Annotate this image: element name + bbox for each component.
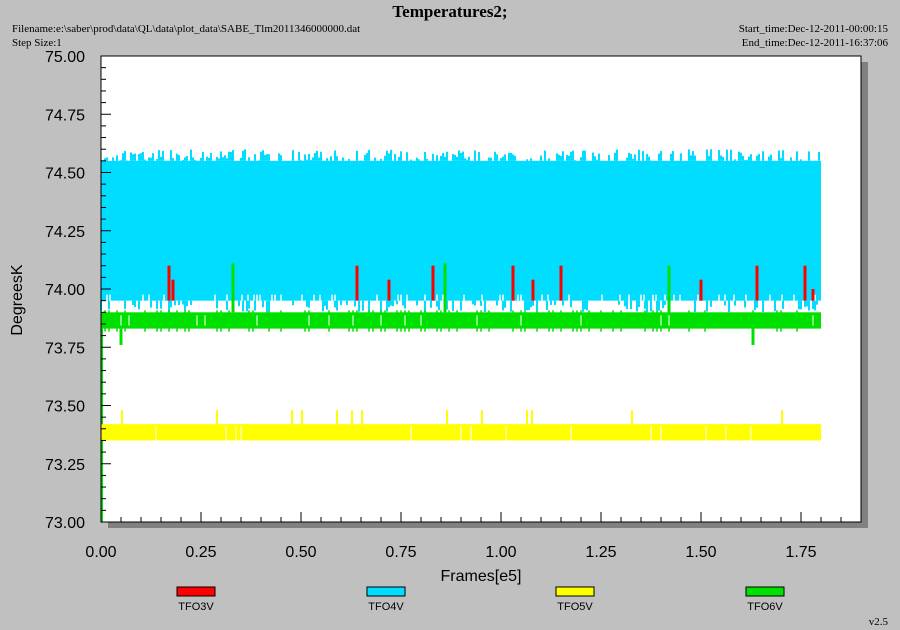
y-tick-label: 74.75 bbox=[45, 107, 85, 124]
tfo6v-spike bbox=[751, 328, 755, 345]
tfo5v-spike bbox=[531, 410, 533, 425]
version-text: v2.5 bbox=[868, 616, 888, 628]
axes-layer: 73.00 73.25 73.50 73.75 74.00 74.25 74.50 74.75… bbox=[45, 49, 862, 561]
x-tick-label: 1.75 bbox=[785, 544, 816, 561]
tfo5v-spike bbox=[781, 410, 783, 425]
tfo6v-spike bbox=[443, 263, 447, 313]
tfo3v-spike bbox=[803, 265, 807, 301]
legend: TFO3V TFO4V TFO5V TFO6V bbox=[176, 586, 785, 613]
legend-label-tfo6v: TFO6V bbox=[747, 601, 783, 613]
y-tick-label: 74.50 bbox=[45, 166, 85, 183]
tfo3v-spike bbox=[387, 279, 391, 301]
series-tfo5v bbox=[101, 410, 821, 441]
tfo3v-spike bbox=[559, 265, 563, 301]
legend-swatch-tfo6v bbox=[745, 586, 785, 597]
legend-label-tfo4v: TFO4V bbox=[368, 601, 404, 613]
tfo6v-spike bbox=[667, 265, 671, 313]
tfo5v-spike bbox=[336, 410, 338, 425]
tfo5v-spike bbox=[446, 410, 448, 425]
y-tick-label: 73.25 bbox=[45, 457, 85, 474]
series-layer bbox=[100, 149, 821, 522]
y-tick-label: 74.00 bbox=[45, 282, 85, 299]
filename-text: Filename:e:\saber\prod\data\QL\data\plot… bbox=[12, 23, 361, 35]
tfo6v-spike bbox=[119, 328, 123, 345]
y-tick-label: 74.25 bbox=[45, 224, 85, 241]
x-tick-label: 0.00 bbox=[85, 544, 116, 561]
y-tick-label: 73.75 bbox=[45, 340, 85, 357]
end-time-text: End_time:Dec-12-2011-16:37:06 bbox=[741, 37, 888, 49]
start-time-text: Start_time:Dec-12-2011-00:00:15 bbox=[738, 23, 888, 35]
series-band-tfo4v bbox=[101, 160, 821, 301]
x-tick-label: 1.00 bbox=[485, 544, 516, 561]
tfo5v-spike bbox=[481, 410, 483, 425]
series-tfo4v bbox=[100, 149, 821, 313]
legend-swatch-tfo5v bbox=[555, 586, 595, 597]
step-size-text: Step Size:1 bbox=[12, 37, 62, 49]
x-tick-label: 1.50 bbox=[685, 544, 716, 561]
series-band-tfo6v bbox=[101, 312, 821, 329]
tfo5v-spike bbox=[301, 410, 303, 425]
tfo3v-spike bbox=[171, 279, 175, 301]
tfo3v-spike bbox=[755, 265, 759, 301]
tfo3v-spike bbox=[167, 265, 171, 301]
x-tick-label: 1.25 bbox=[585, 544, 616, 561]
y-axis-label: DegreesK bbox=[9, 264, 26, 335]
chart-title: Temperatures2; bbox=[392, 2, 508, 21]
tfo3v-spike bbox=[511, 265, 515, 301]
tfo5v-spike bbox=[351, 410, 353, 425]
y-tick-label: 75.00 bbox=[45, 49, 85, 66]
legend-swatch-tfo4v bbox=[366, 586, 406, 597]
legend-label-tfo3v: TFO3V bbox=[178, 601, 214, 613]
tfo3v-spike bbox=[355, 265, 359, 301]
series-tfo6v bbox=[101, 263, 821, 522]
x-axis-label: Frames[e5] bbox=[441, 568, 522, 585]
tfo5v-spike bbox=[216, 410, 218, 425]
y-tick-label: 73.50 bbox=[45, 399, 85, 416]
tfo3v-spike bbox=[431, 265, 435, 301]
tfo3v-spike bbox=[531, 279, 535, 301]
tfo5v-spike bbox=[631, 410, 633, 425]
tfo3v-spike bbox=[699, 279, 703, 301]
tfo5v-spike bbox=[361, 410, 363, 425]
tfo5v-spike bbox=[526, 410, 528, 425]
tfo5v-spike bbox=[291, 410, 293, 425]
tfo3v-spike bbox=[811, 289, 815, 301]
tfo6v-spike bbox=[231, 263, 235, 313]
x-tick-label: 0.25 bbox=[185, 544, 216, 561]
legend-label-tfo5v: TFO5V bbox=[557, 601, 593, 613]
y-tick-label: 73.00 bbox=[45, 515, 85, 532]
series-tfo3v bbox=[167, 265, 815, 301]
legend-swatch-tfo3v bbox=[176, 586, 216, 597]
x-tick-label: 0.50 bbox=[285, 544, 316, 561]
tfo5v-spike bbox=[121, 410, 123, 425]
x-tick-label: 0.75 bbox=[385, 544, 416, 561]
